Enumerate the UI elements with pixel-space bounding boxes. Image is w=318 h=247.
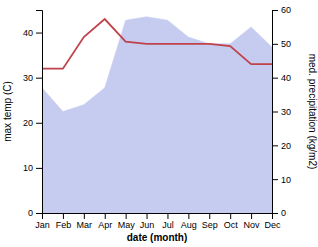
y2-axis-tick-label: 20: [281, 141, 291, 151]
x-tick-mark: [251, 213, 252, 219]
y2-axis-tick-mark: [272, 78, 278, 79]
x-tick: Dec: [264, 213, 281, 230]
y2-axis-tick-label: 0: [281, 208, 286, 218]
x-tick: Jun: [140, 213, 155, 230]
x-tick: Apr: [98, 213, 112, 230]
y2-axis-tick: 10: [272, 175, 291, 185]
y-axis-tick: 30: [23, 73, 42, 83]
y2-axis-tick-label: 40: [281, 73, 291, 83]
y-axis-title: max temp (C): [2, 81, 13, 142]
temperature-line: [42, 19, 272, 69]
y-axis-tick-mark: [36, 213, 42, 214]
x-tick-mark: [188, 213, 189, 219]
x-tick-mark: [126, 213, 127, 219]
x-tick-mark: [84, 213, 85, 219]
x-tick-mark: [105, 213, 106, 219]
x-tick-mark: [147, 213, 148, 219]
x-tick-label: Sep: [202, 220, 218, 230]
x-tick-mark: [167, 213, 168, 219]
y2-axis-tick: 40: [272, 73, 291, 83]
x-tick: Feb: [56, 213, 72, 230]
x-tick-label: Aug: [181, 220, 197, 230]
y-axis-tick-label: 0: [28, 208, 33, 218]
x-tick-label: Feb: [56, 220, 72, 230]
x-tick-label: May: [118, 220, 136, 230]
x-tick-mark: [209, 213, 210, 219]
y2-axis-tick-label: 10: [281, 175, 291, 185]
y2-axis-tick-label: 50: [281, 39, 291, 49]
y2-axis-tick: 0: [272, 208, 286, 218]
y-axis-tick: 0: [28, 208, 42, 218]
y-axis-tick-mark: [36, 33, 42, 34]
x-axis: Jan Feb Mar Apr May Jun Jul Aug Sep Oct NovDec: [35, 213, 281, 230]
x-tick-mark: [230, 213, 231, 219]
x-tick: Jan: [35, 213, 50, 230]
y2-axis-tick-mark: [272, 145, 278, 146]
y-axis-tick: 40: [23, 28, 42, 38]
y-axis-tick-mark: [36, 168, 42, 169]
y2-axis-tick-mark: [272, 213, 278, 214]
y2-axis-tick-label: 30: [281, 107, 291, 117]
x-tick: Oct: [224, 213, 239, 230]
precipitation-area: [42, 17, 272, 213]
x-tick-label: Jul: [162, 220, 174, 230]
y-axis-tick-label: 10: [23, 163, 33, 173]
x-axis-title: date (month): [127, 232, 188, 243]
plot-area: JanFebMarAprMayJunJulAugSepOctNovDec0102…: [23, 5, 291, 230]
y-axis-tick-label: 40: [23, 28, 33, 38]
y2-axis-tick-label: 60: [281, 5, 291, 15]
x-tick-label: Dec: [264, 220, 281, 230]
y2-axis-tick-mark: [272, 112, 278, 113]
x-tick-mark: [63, 213, 64, 219]
x-tick-label: Mar: [77, 220, 93, 230]
y-axis-tick-mark: [36, 123, 42, 124]
marks: [42, 17, 272, 213]
axis-line: [273, 11, 279, 214]
x-tick-label: Nov: [244, 220, 261, 230]
axis-line: [36, 11, 43, 214]
x-tick: Aug: [181, 213, 197, 230]
y-axis-tick-label: 30: [23, 73, 33, 83]
y-axis-tick: 10: [23, 163, 42, 173]
y-axis-tick: 20: [23, 118, 42, 128]
x-tick-label: Oct: [224, 220, 239, 230]
x-tick-label: Apr: [98, 220, 112, 230]
x-tick: Sep: [202, 213, 218, 230]
y2-axis-tick-mark: [272, 179, 278, 180]
y-axis: 0 10 20 30 40: [23, 11, 43, 219]
y2-axis-tick: 30: [272, 107, 291, 117]
y-axis-tick-mark: [36, 78, 42, 79]
chart-container: JanFebMarAprMayJunJulAugSepOctNovDec0102…: [0, 0, 318, 247]
x-tick-label: Jun: [140, 220, 155, 230]
x-tick: May: [118, 213, 136, 230]
y-axis-tick-label: 20: [23, 118, 33, 128]
y2-axis: 0 10 20 30 40 50 60: [272, 5, 291, 218]
x-tick: Jul: [162, 213, 174, 230]
y2-axis-tick-mark: [272, 44, 278, 45]
axis-line: [43, 214, 273, 220]
x-tick-label: Jan: [35, 220, 50, 230]
x-tick: Mar: [77, 213, 93, 230]
y2-axis-tick: 60: [272, 5, 291, 15]
y2-axis-tick: 20: [272, 141, 291, 151]
y2-axis-tick-mark: [272, 10, 278, 11]
x-tick: Nov: [244, 213, 261, 230]
y2-axis-title: med. precipitation (kg/m2): [307, 54, 318, 170]
chart-svg: JanFebMarAprMayJunJulAugSepOctNovDec0102…: [0, 0, 318, 247]
y2-axis-tick: 50: [272, 39, 291, 49]
